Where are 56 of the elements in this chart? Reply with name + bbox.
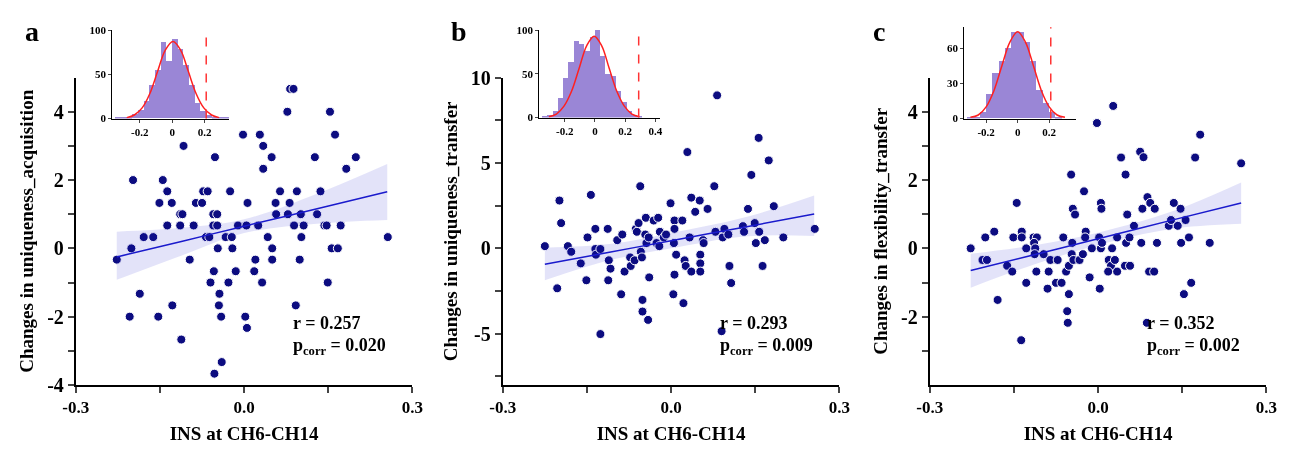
x-tick-label: 0 (592, 124, 599, 137)
annotation: r = 0.352 (1147, 313, 1215, 333)
annotation: p$_{corr}$ = 0.020 (293, 335, 386, 358)
annotation: p$_{corr}$ = 0.002 (1147, 335, 1240, 358)
x-tick-label: 0.3 (401, 398, 424, 418)
y-axis-title: Changes in uniqueness_transfer (440, 100, 462, 362)
x-tick-label: 0.0 (233, 398, 255, 418)
y-tick-label: -4 (47, 373, 64, 396)
y-tick-label: 0 (527, 111, 534, 124)
x-tick-label: 0.2 (1042, 125, 1057, 138)
x-tick-label: 0.4 (648, 124, 663, 137)
y-tick-label: 0 (952, 112, 959, 125)
x-tick-label: 0.0 (660, 398, 682, 418)
x-tick-label: -0.3 (489, 398, 517, 418)
text: c (873, 16, 886, 47)
x-tick-label: 0.3 (828, 398, 851, 418)
y-tick-label: 0 (907, 237, 918, 260)
y-tick-label: 5 (480, 151, 491, 174)
x-tick-label: -0.3 (62, 398, 90, 418)
x-tick-label: -0.3 (916, 398, 944, 418)
y-tick-label: 100 (516, 23, 534, 36)
y-tick-label: 50 (521, 67, 534, 80)
x-axis-title: INS at CH6-CH14 (596, 422, 747, 444)
x-tick-label: 0.2 (197, 125, 212, 138)
text: b (451, 16, 467, 47)
y-tick-label: 100 (89, 23, 107, 36)
x-tick-label: -0.2 (977, 125, 996, 138)
y-tick-label: 0 (53, 237, 64, 260)
x-axis-title: INS at CH6-CH14 (1023, 422, 1173, 444)
x-axis-title: INS at CH6-CH14 (169, 422, 320, 444)
y-axis-title: Changes in uniqueness_acquisition (16, 89, 38, 373)
x-tick-label: 0 (1014, 125, 1021, 138)
y-tick-label: -2 (47, 305, 64, 328)
y-tick-label: -2 (901, 305, 918, 328)
text: a (25, 16, 39, 47)
y-tick-label: 4 (53, 100, 64, 123)
y-axis-title: Changes in flexibility_transfer (870, 107, 892, 355)
x-tick-label: -0.2 (131, 125, 149, 138)
y-tick-label: 50 (94, 68, 107, 81)
annotation: r = 0.257 (293, 313, 361, 333)
x-tick-label: -0.2 (556, 124, 574, 137)
y-tick-label: 4 (907, 100, 918, 123)
y-tick-label: 60 (946, 42, 959, 55)
x-tick-label: 0.2 (618, 124, 633, 137)
x-tick-label: 0 (169, 125, 176, 138)
x-tick-label: 0.0 (1087, 398, 1109, 418)
x-tick-label: 0.3 (1255, 398, 1278, 418)
y-tick-label: 2 (53, 169, 64, 192)
annotation: r = 0.293 (720, 313, 788, 333)
y-tick-label: 0 (100, 112, 107, 125)
y-tick-label: 30 (946, 77, 959, 90)
annotation: p$_{corr}$ = 0.009 (720, 335, 813, 358)
y-tick-label: 10 (470, 66, 491, 89)
y-tick-label: 2 (907, 169, 918, 192)
y-tick-label: -5 (474, 322, 491, 345)
y-tick-label: 0 (480, 237, 491, 260)
